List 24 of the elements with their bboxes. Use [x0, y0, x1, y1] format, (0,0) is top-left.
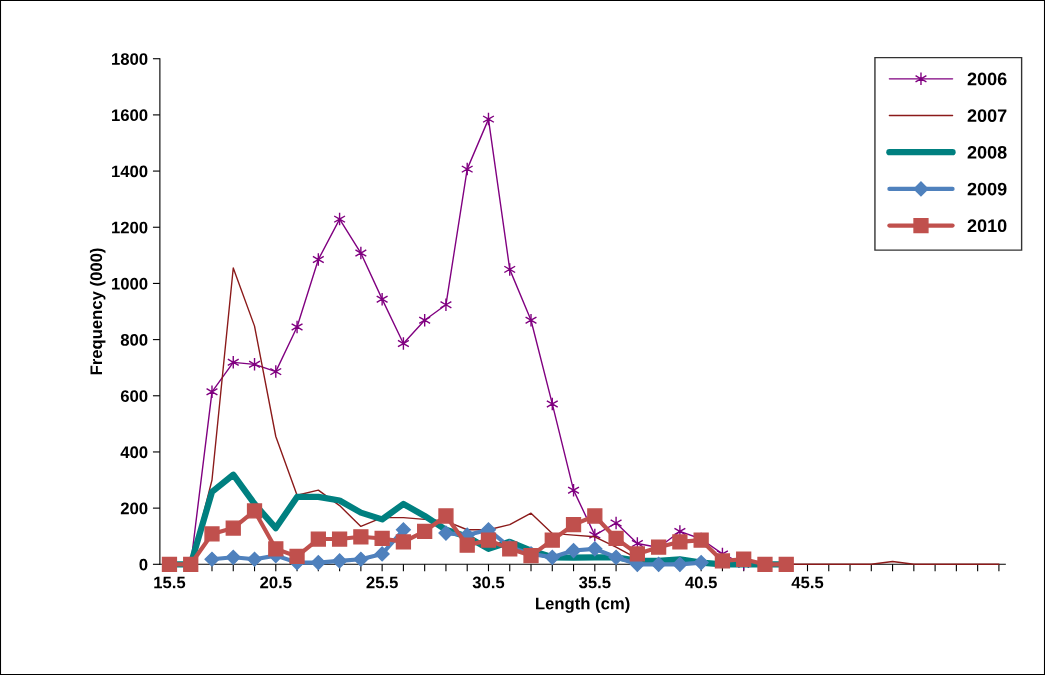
y-tick-label: 400 [120, 446, 148, 459]
legend-label: 2009 [967, 182, 1007, 196]
legend-label: 2010 [967, 219, 1007, 233]
legend-label: 2006 [967, 72, 1007, 86]
x-tick-label: 20.5 [260, 576, 292, 589]
y-tick-label: 1800 [112, 53, 148, 65]
y-tick-label: 0 [139, 558, 148, 571]
x-tick-label: 45.5 [791, 576, 824, 589]
x-tick-label: 35.5 [578, 576, 611, 589]
y-tick-label: 1000 [112, 277, 148, 290]
y-tick-label: 800 [120, 334, 148, 346]
legend-label: 2007 [967, 109, 1007, 123]
x-tick-label: 25.5 [366, 576, 398, 589]
y-tick-label: 1600 [112, 109, 148, 122]
y-tick-label: 600 [120, 390, 148, 402]
y-tick-label: 200 [120, 502, 148, 515]
x-tick-label: 15.5 [154, 576, 186, 589]
x-tick-label: 30.5 [472, 576, 505, 589]
x-axis-title: Length (cm) [536, 597, 630, 613]
y-tick-label: 1200 [112, 221, 148, 234]
legend-label: 2008 [967, 145, 1007, 159]
y-tick-label: 1400 [112, 165, 148, 178]
y-axis-title: Frequency (000) [89, 248, 106, 375]
x-tick-label: 40.5 [685, 576, 717, 589]
